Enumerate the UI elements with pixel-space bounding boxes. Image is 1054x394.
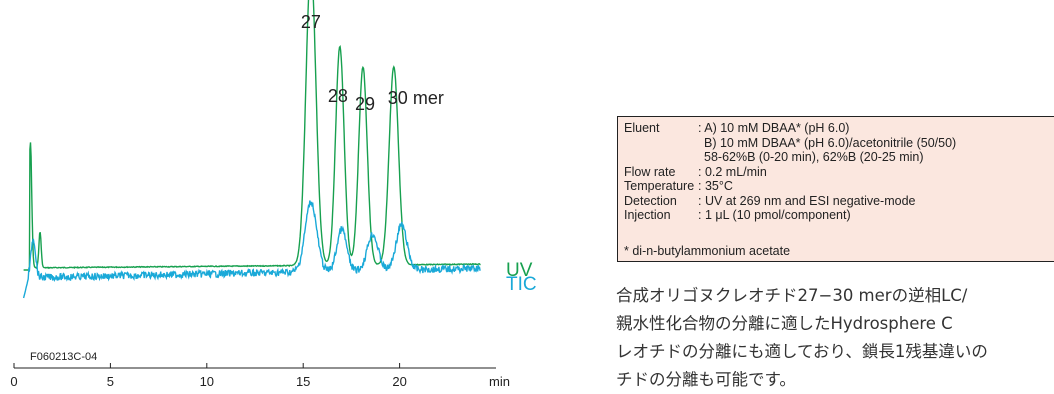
x-axis-label: min xyxy=(489,374,510,389)
condition-value: : A) 10 mM DBAA* (pH 6.0) xyxy=(698,121,850,135)
condition-row: Injection : 1 μL (10 pmol/component) xyxy=(624,208,1054,223)
condition-label: Detection xyxy=(624,193,677,208)
description-line: レオチドの分離にも適しており、鎖長1残基違いの xyxy=(616,342,988,361)
condition-label: Temperature xyxy=(624,179,695,193)
condition-row: Flow rate : 0.2 mL/min xyxy=(624,165,1054,180)
condition-label: Flow rate xyxy=(624,164,676,179)
conditions-rows: Eluent : A) 10 mM DBAA* (pH 6.0) B) 10 mM … xyxy=(624,121,1054,223)
series-label-tic: TIC xyxy=(506,274,537,295)
description-line: 合成オリゴヌクレオチド27−30 merの逆相LC/ xyxy=(616,286,968,305)
description-line: 親水性化合物の分離に適したHydrosphere C xyxy=(616,314,953,333)
condition-value: 58-62%B (0-20 min), 62%B (20-25 min) xyxy=(704,150,924,164)
condition-row: Detection : UV at 269 nm and ESI negative… xyxy=(624,194,1054,209)
conditions-note: * di-n-butylammonium acetate xyxy=(624,243,791,258)
chromatogram-traces xyxy=(22,0,481,299)
condition-label: Injection xyxy=(624,208,671,222)
series-line-uv xyxy=(23,0,481,271)
peak-label: 30 mer xyxy=(388,88,444,108)
peak-label: 27 xyxy=(301,12,321,32)
series-line-tic xyxy=(22,200,481,299)
condition-row: B) 10 mM DBAA* (pH 6.0)/acetonitrile (50… xyxy=(624,136,1054,151)
x-tick-label: 10 xyxy=(200,374,214,389)
condition-row: Eluent : A) 10 mM DBAA* (pH 6.0) xyxy=(624,121,1054,136)
description-line: チドの分離も可能です。 xyxy=(616,370,796,389)
x-tick-label: 20 xyxy=(392,374,406,389)
x-tick-label: 0 xyxy=(10,374,17,389)
condition-label: Eluent xyxy=(624,121,660,135)
peak-labels: 27 28 29 30 mer xyxy=(301,12,444,114)
condition-value: : UV at 269 nm and ESI negative-mode xyxy=(698,193,916,208)
condition-row: Temperature: 35°C xyxy=(624,179,1054,194)
conditions-box: Eluent : A) 10 mM DBAA* (pH 6.0) B) 10 mM … xyxy=(617,116,1054,262)
series-label-uv: UV xyxy=(506,260,533,281)
condition-row: 58-62%B (0-20 min), 62%B (20-25 min) xyxy=(624,150,1054,165)
peak-label: 28 xyxy=(328,86,348,106)
condition-value: : 35°C xyxy=(698,179,733,193)
condition-value: : 0.2 mL/min xyxy=(698,164,767,179)
x-axis-ticks: 0 5 10 15 20 xyxy=(10,363,407,389)
x-tick-label: 15 xyxy=(296,374,310,389)
x-tick-label: 5 xyxy=(107,374,114,389)
sample-id: F060213C-04 xyxy=(30,351,97,363)
condition-value: B) 10 mM DBAA* (pH 6.0)/acetonitrile (50… xyxy=(704,135,957,150)
description-text: 合成オリゴヌクレオチド27−30 merの逆相LC/親水性化合物の分離に適したH… xyxy=(616,282,1054,394)
condition-value: : 1 μL (10 pmol/component) xyxy=(698,208,851,222)
peak-label: 29 xyxy=(355,94,375,114)
